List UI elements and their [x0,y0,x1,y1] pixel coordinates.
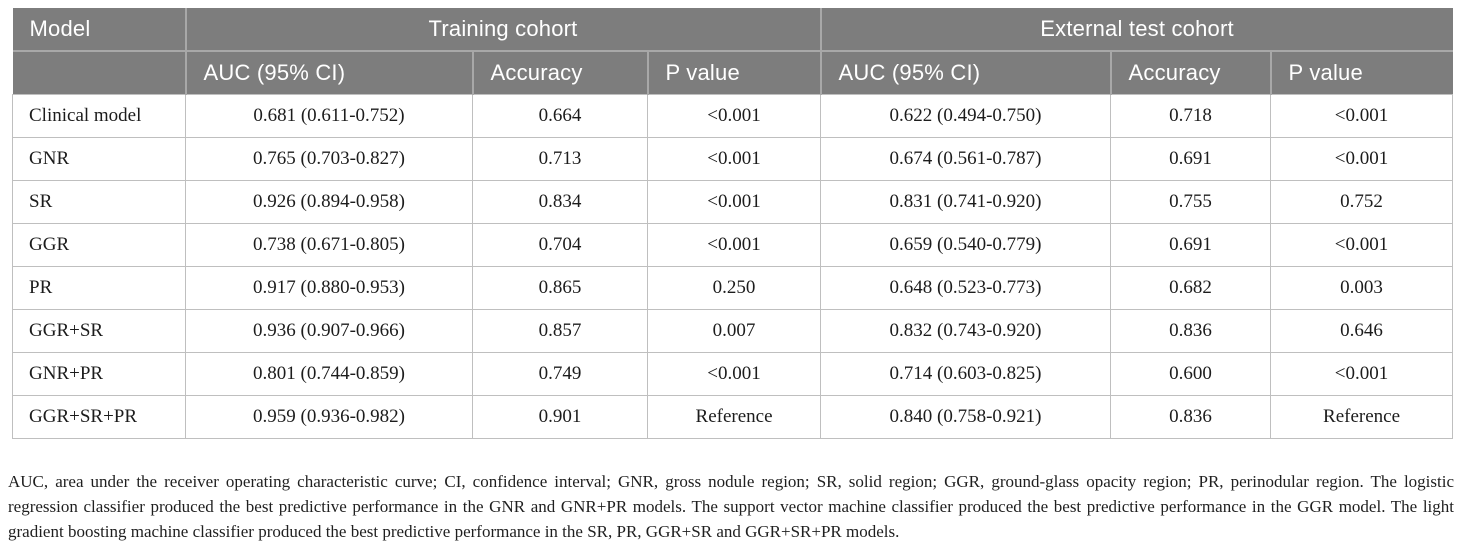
header-external-auc: AUC (95% CI) [819,50,1111,94]
value-cell: <0.001 [646,136,822,181]
table-row: GNR 0.765 (0.703-0.827) 0.713 <0.001 0.674 (… [12,136,1454,181]
value-cell: 0.250 [646,265,822,310]
model-name-cell: Clinical model [12,93,186,138]
header-external-pvalue: P value [1269,50,1453,94]
value-cell: Reference [1270,394,1454,439]
value-cell: <0.001 [646,351,822,396]
table-footnote: AUC, area under the receiver operating c… [8,472,1454,541]
value-cell: <0.001 [1270,351,1454,396]
value-cell: 0.936 (0.907-0.966) [185,308,473,353]
table-header: Model Training cohort External test coho… [12,8,1453,94]
value-cell: 0.682 [1110,265,1272,310]
model-name-cell: SR [12,179,186,224]
value-cell: 0.865 [472,265,648,310]
table-row: GGR+SR+PR 0.959 (0.936-0.982) 0.901 Referen… [12,394,1454,439]
value-cell: 0.831 (0.741-0.920) [820,179,1112,224]
table-row: SR 0.926 (0.894-0.958) 0.834 <0.001 0.831 (0… [12,179,1454,224]
model-name-cell: GGR [12,222,186,267]
value-cell: 0.718 [1110,93,1272,138]
table-row: GNR+PR 0.801 (0.744-0.859) 0.749 <0.001 0.71… [12,351,1454,396]
value-cell: 0.765 (0.703-0.827) [185,136,473,181]
value-cell: 0.648 (0.523-0.773) [820,265,1112,310]
value-cell: 0.801 (0.744-0.859) [185,351,473,396]
value-cell: 0.704 [472,222,648,267]
value-cell: 0.674 (0.561-0.787) [820,136,1112,181]
value-cell: 0.755 [1110,179,1272,224]
value-cell: <0.001 [1270,222,1454,267]
header-external-accuracy: Accuracy [1109,50,1271,94]
model-name-cell: GGR+SR+PR [12,394,186,439]
value-cell: Reference [646,394,822,439]
model-name-cell: GGR+SR [12,308,186,353]
header-model: Model [12,8,186,51]
value-cell: 0.926 (0.894-0.958) [185,179,473,224]
value-cell: 0.003 [1270,265,1454,310]
value-cell: 0.007 [646,308,822,353]
value-cell: 0.749 [472,351,648,396]
results-table: Model Training cohort External test coho… [12,8,1454,439]
value-cell: <0.001 [1270,93,1454,138]
value-cell: 0.600 [1110,351,1272,396]
value-cell: 0.832 (0.743-0.920) [820,308,1112,353]
table-row: Clinical model 0.681 (0.611-0.752) 0.664 <0… [12,93,1454,138]
header-training-cohort: Training cohort [184,8,821,51]
value-cell: 0.659 (0.540-0.779) [820,222,1112,267]
value-cell: 0.714 (0.603-0.825) [820,351,1112,396]
table-row: GGR+SR 0.936 (0.907-0.966) 0.857 0.007 0.832… [12,308,1454,353]
value-cell: 0.959 (0.936-0.982) [185,394,473,439]
value-cell: 0.664 [472,93,648,138]
value-cell: <0.001 [646,93,822,138]
model-name-cell: GNR [12,136,186,181]
value-cell: <0.001 [646,222,822,267]
value-cell: 0.646 [1270,308,1454,353]
value-cell: 0.691 [1110,222,1272,267]
value-cell: 0.901 [472,394,648,439]
value-cell: 0.836 [1110,394,1272,439]
header-training-auc: AUC (95% CI) [184,50,473,94]
value-cell: 0.834 [472,179,648,224]
value-cell: 0.622 (0.494-0.750) [820,93,1112,138]
model-name-cell: GNR+PR [12,351,186,396]
value-cell: <0.001 [646,179,822,224]
table-row: GGR 0.738 (0.671-0.805) 0.704 <0.001 0.659 (… [12,222,1454,267]
header-empty-cell [12,50,186,94]
header-training-accuracy: Accuracy [471,50,648,94]
value-cell: 0.840 (0.758-0.921) [820,394,1112,439]
value-cell: 0.691 [1110,136,1272,181]
value-cell: 0.681 (0.611-0.752) [185,93,473,138]
sub-header-row: AUC (95% CI) Accuracy P value AUC (95% C… [12,50,1453,94]
value-cell: 0.917 (0.880-0.953) [185,265,473,310]
value-cell: 0.836 [1110,308,1272,353]
table-body: Clinical model 0.681 (0.611-0.752) 0.664 <0… [12,93,1454,439]
group-header-row: Model Training cohort External test coho… [12,8,1453,51]
value-cell: <0.001 [1270,136,1454,181]
header-training-pvalue: P value [646,50,821,94]
value-cell: 0.752 [1270,179,1454,224]
value-cell: 0.738 (0.671-0.805) [185,222,473,267]
model-name-cell: PR [12,265,186,310]
value-cell: 0.857 [472,308,648,353]
value-cell: 0.713 [472,136,648,181]
table-row: PR 0.917 (0.880-0.953) 0.865 0.250 0.648 (0.… [12,265,1454,310]
header-external-test-cohort: External test cohort [819,8,1453,51]
